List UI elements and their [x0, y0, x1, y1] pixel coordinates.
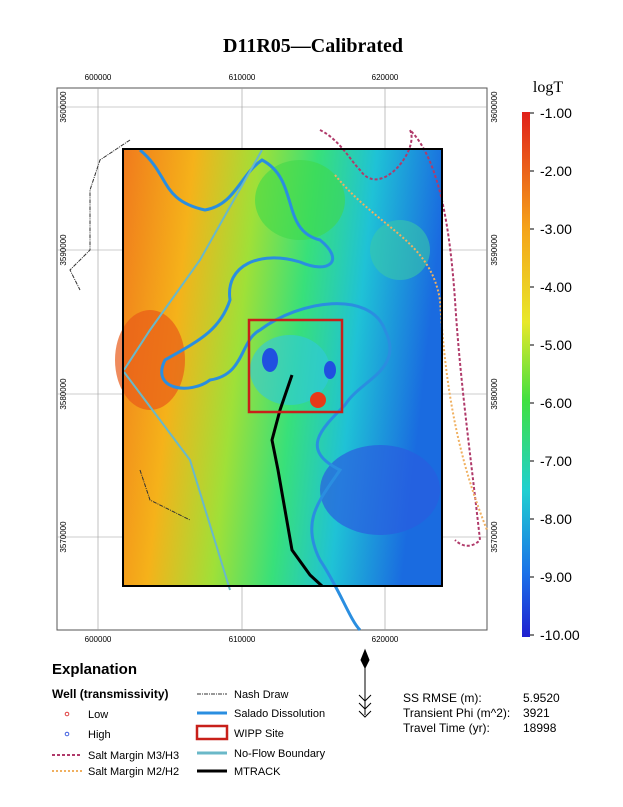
- title: D11R05—Calibrated: [223, 35, 403, 57]
- legend-symbol: [64, 731, 70, 737]
- colorbar-tick-label: -7.00: [540, 453, 572, 469]
- colorbar-tick-label: -3.00: [540, 221, 572, 237]
- y-tick-label: 3570000: [59, 521, 68, 553]
- legend-label: WIPP Site: [234, 728, 284, 740]
- x-tick-label: 620000: [372, 635, 399, 644]
- y-tick-label: 3600000: [59, 91, 68, 123]
- stat-label: Transient Phi (m^2):: [403, 706, 510, 720]
- no-flow-boundary: [123, 149, 263, 591]
- y-tick-label: 3600000: [490, 91, 499, 123]
- x-tick-label: 610000: [229, 73, 256, 82]
- stat-value: 18998: [523, 721, 557, 735]
- salado-dissolution: [139, 148, 392, 632]
- y-tick-label: 3580000: [490, 378, 499, 410]
- colorbar-tick-label: -8.00: [540, 511, 572, 527]
- stats: SS RMSE (m): 5.9520 Transient Phi (m^2): 39…: [403, 691, 560, 735]
- y-tick-label: 3580000: [59, 378, 68, 410]
- x-tick-label: 620000: [372, 73, 399, 82]
- x-tick-label: 600000: [85, 635, 112, 644]
- well-heading: Well (transmissivity): [52, 687, 168, 701]
- legend-label: No-Flow Boundary: [234, 748, 326, 760]
- colorbar-tick-label: -1.00: [540, 105, 572, 121]
- colorbar: [522, 112, 530, 637]
- legend-label: Low: [88, 709, 108, 721]
- nash-draw: [69, 139, 191, 521]
- wipp-site: [247, 318, 344, 414]
- colorbar-tick-label: -4.00: [540, 279, 572, 295]
- y-tick-label: 3590000: [490, 234, 499, 266]
- legend-label: Salt Margin M3/H3: [88, 750, 179, 762]
- legend-symbol: [195, 724, 229, 741]
- legend-label: MTRACK: [234, 766, 281, 778]
- stat-label: SS RMSE (m):: [403, 691, 482, 705]
- legend-label: Nash Draw: [234, 689, 288, 701]
- legend-label: Salado Dissolution: [234, 708, 325, 720]
- legend: Low High Salt Margin M3/H3 Salt Margin M2/H…: [52, 689, 326, 778]
- y-tick-label: 3590000: [59, 234, 68, 266]
- legend-label: High: [88, 729, 111, 741]
- colorbar-tick-label: -6.00: [540, 395, 572, 411]
- x-tick-label: 610000: [229, 635, 256, 644]
- map-frame: [56, 87, 488, 631]
- colorbar-tick-label: -10.00: [540, 627, 580, 643]
- y-tick-label: 3570000: [490, 521, 499, 553]
- model-field: [115, 149, 442, 586]
- x-tick-label: 600000: [85, 73, 112, 82]
- salt-margin-m3: [319, 129, 482, 547]
- north-arrow: [358, 648, 372, 718]
- stat-value: 5.9520: [523, 691, 560, 705]
- legend-label: Salt Margin M2/H2: [88, 766, 179, 778]
- colorbar-ticks: -1.00 -2.00 -3.00 -4.00 -5.00 -6.00 -7.00 -8.00…: [530, 105, 580, 643]
- colorbar-tick-label: -2.00: [540, 163, 572, 179]
- model-border: [122, 148, 443, 587]
- mtrack: [270, 374, 324, 588]
- colorbar-label: logT: [533, 79, 563, 96]
- colorbar-tick-label: -5.00: [540, 337, 572, 353]
- stat-value: 3921: [523, 706, 550, 720]
- legend-symbol: [64, 711, 70, 717]
- explanation-heading: Explanation: [52, 661, 137, 678]
- colorbar-tick-label: -9.00: [540, 569, 572, 585]
- stat-label: Travel Time (yr):: [403, 721, 490, 735]
